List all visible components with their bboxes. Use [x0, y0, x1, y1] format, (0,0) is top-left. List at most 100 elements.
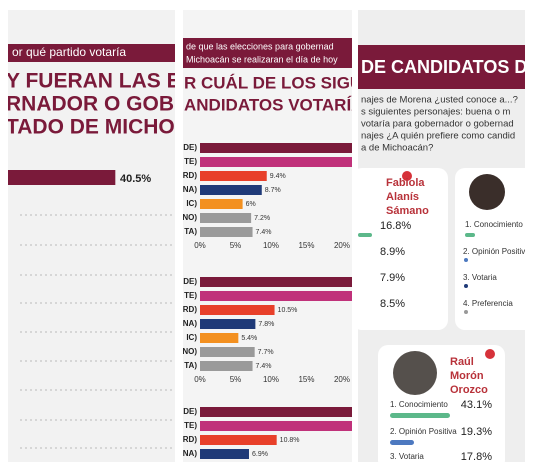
- header-bar: [8, 44, 175, 62]
- candidate-name: Raúl: [450, 356, 474, 368]
- dot: [464, 310, 468, 314]
- bar-value: 7.4%: [256, 229, 272, 236]
- bar-value: 6.9%: [252, 451, 268, 458]
- bar-value: 5.4%: [241, 335, 257, 342]
- metric-value: 8.5%: [380, 298, 405, 310]
- header: DE CANDIDATOS DE M: [361, 57, 534, 77]
- bar: [200, 305, 275, 315]
- bar-value: 10.5%: [278, 307, 298, 314]
- header-bar: [358, 45, 525, 89]
- bar-value: 9.4%: [270, 173, 286, 180]
- row-label: RD): [183, 435, 198, 444]
- panel-bg: [8, 10, 175, 462]
- row-label: NO): [182, 347, 197, 356]
- mini-bar: [390, 413, 450, 418]
- bar-full: [200, 277, 352, 287]
- mini-bar: [358, 233, 372, 237]
- row-label: IC): [186, 333, 197, 342]
- bar-value: 6%: [246, 201, 256, 208]
- bar: [200, 171, 267, 181]
- candidate-name: Orozco: [450, 384, 488, 396]
- bar-full: [200, 421, 352, 431]
- panel-2: de que las elecciones para gobernad Mich…: [182, 10, 378, 462]
- bar-full: [200, 157, 352, 167]
- photo: [469, 174, 505, 210]
- x-tick-label: 10%: [263, 375, 279, 384]
- candidate-name: Alanís: [386, 191, 419, 203]
- row-label: RD): [183, 305, 198, 314]
- metric-label: 4. Preferencia: [463, 299, 513, 308]
- panel-3: DE CANDIDATOS DE M najes de Morena ¿uste…: [358, 10, 534, 462]
- bar-value: 7.2%: [254, 215, 270, 222]
- metric-value: 7.9%: [380, 272, 405, 284]
- metric-value: 8.9%: [380, 246, 405, 258]
- dot: [464, 258, 468, 262]
- bar: [200, 319, 256, 329]
- row-label: TA): [184, 361, 197, 370]
- photo: [393, 351, 437, 395]
- dot: [464, 284, 468, 288]
- row-label: IC): [186, 199, 197, 208]
- metric-label: 2. Opinión Positiva: [390, 427, 457, 436]
- pin-icon: [402, 171, 412, 181]
- metric-value: 19.3%: [461, 426, 492, 438]
- bar: [8, 170, 116, 185]
- row-label: TE): [184, 421, 197, 430]
- candidate-name: Sámano: [386, 205, 429, 217]
- intro-line: s siguientes personajes: buena o m: [361, 107, 511, 118]
- header: Michoacán se realizaran el día de hoy: [186, 54, 338, 64]
- x-tick-label: 15%: [298, 241, 314, 250]
- x-tick-label: 20%: [334, 375, 350, 384]
- bar-full: [200, 291, 352, 301]
- card: [455, 168, 525, 330]
- bar: [200, 199, 243, 209]
- mini-bar: [465, 233, 475, 237]
- title-line: RNADOR O GOBERN: [6, 93, 218, 116]
- bar-value: 8.7%: [265, 187, 281, 194]
- bar: [200, 361, 253, 371]
- bar-full: [200, 407, 352, 417]
- card: [358, 168, 448, 330]
- metric-label: 2. Opinión Positiva: [463, 247, 530, 256]
- row-label: NA): [183, 319, 198, 328]
- intro-line: a de Michoacán?: [361, 143, 433, 154]
- bar: [200, 449, 249, 459]
- bar-value: 7.7%: [258, 349, 274, 356]
- row-label: DE): [183, 407, 197, 416]
- metric-value: 43.1%: [461, 399, 492, 411]
- metric-value: 17.8%: [461, 451, 492, 462]
- metric-label: 3. Votaria: [463, 273, 497, 282]
- title-line: R CUÁL DE LOS SIGUIE: [184, 73, 378, 92]
- bar: [200, 213, 252, 223]
- mini-bar: [390, 440, 414, 445]
- intro-line: votaría para gobernador o gobernad: [361, 119, 514, 130]
- row-label: TE): [184, 157, 197, 166]
- metric-value: 16.8%: [380, 220, 411, 232]
- title-line: ANDIDATOS VOTARÍA: [184, 95, 363, 114]
- bar: [200, 185, 262, 195]
- x-tick-label: 20%: [334, 241, 350, 250]
- x-tick-label: 5%: [230, 241, 242, 250]
- bar-value: 7.4%: [256, 363, 272, 370]
- intro-line: najes de Morena ¿usted conoce a...?: [361, 95, 518, 106]
- metric-label: 1. Conocimiento: [465, 220, 523, 229]
- row-label: TE): [184, 291, 197, 300]
- bar-full: [200, 143, 352, 153]
- bar-value: 7.8%: [258, 321, 274, 328]
- bar: [200, 227, 253, 237]
- bar: [200, 347, 255, 357]
- pin-icon: [485, 349, 495, 359]
- candidate-name: Fabiola: [386, 177, 425, 189]
- x-tick-label: 0%: [194, 375, 206, 384]
- bar: [200, 435, 277, 445]
- x-tick-label: 0%: [194, 241, 206, 250]
- metric-label: 1. Conocimiento: [390, 400, 448, 409]
- title-line: TADO DE MICHOACÁ: [6, 116, 220, 139]
- x-tick-label: 15%: [298, 375, 314, 384]
- bar: [200, 333, 239, 343]
- bar-value: 10.8%: [280, 437, 300, 444]
- x-tick-label: 5%: [230, 375, 242, 384]
- header: or qué partido votaría: [12, 45, 126, 59]
- row-label: TA): [184, 227, 197, 236]
